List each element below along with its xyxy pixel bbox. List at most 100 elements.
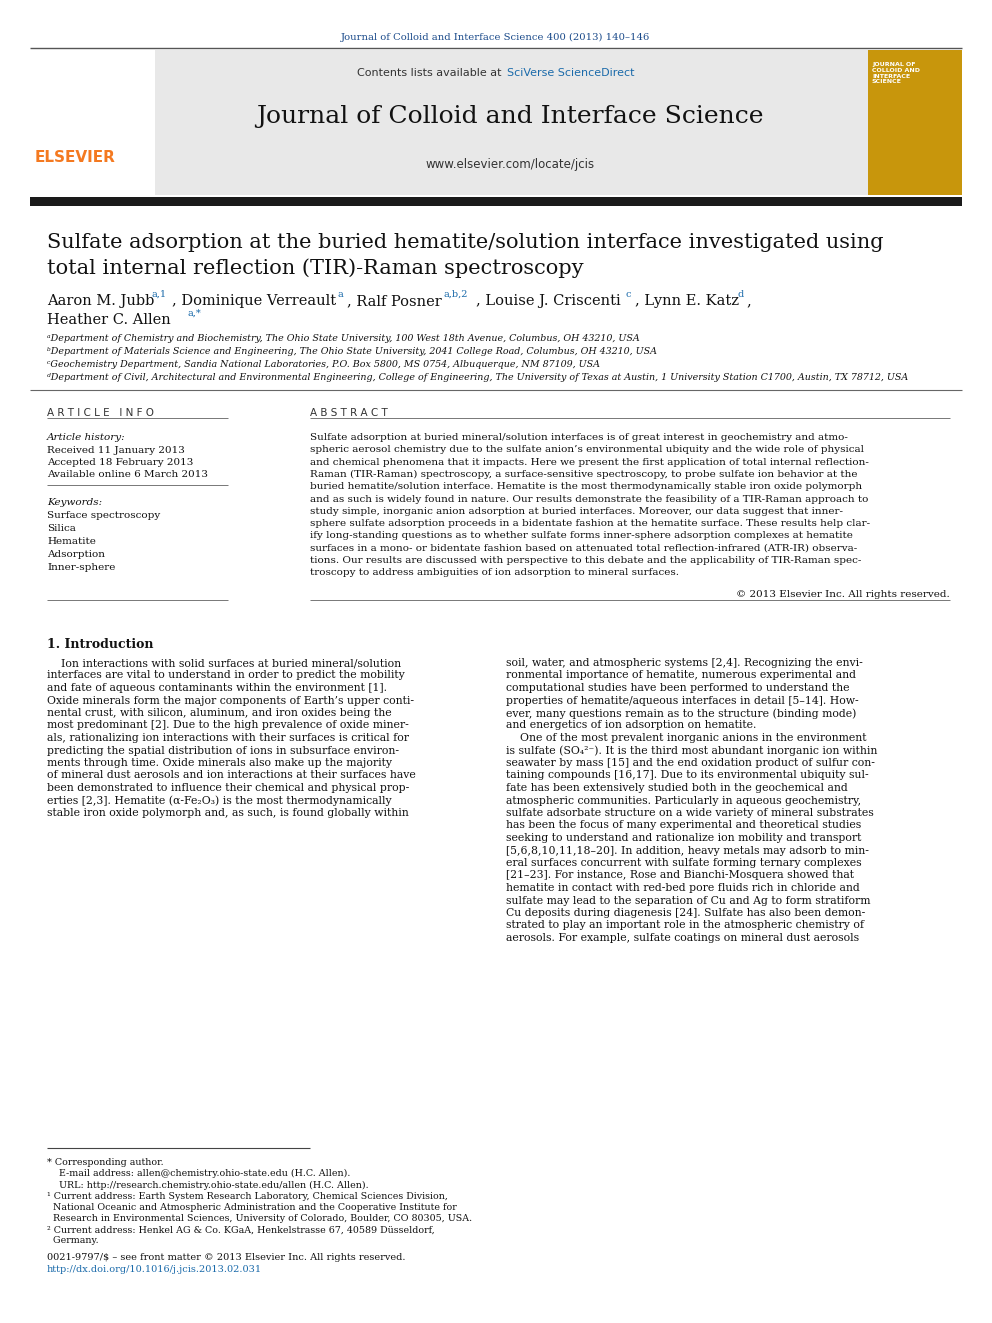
- Text: ronmental importance of hematite, numerous experimental and: ronmental importance of hematite, numero…: [506, 671, 856, 680]
- Text: Keywords:: Keywords:: [47, 497, 102, 507]
- Text: [5,6,8,10,11,18–20]. In addition, heavy metals may adsorb to min-: [5,6,8,10,11,18–20]. In addition, heavy …: [506, 845, 869, 856]
- Text: ¹ Current address: Earth System Research Laboratory, Chemical Sciences Division,: ¹ Current address: Earth System Research…: [47, 1192, 447, 1200]
- Text: ELSEVIER: ELSEVIER: [35, 149, 116, 165]
- Text: E-mail address: allen@chemistry.ohio-state.edu (H.C. Allen).: E-mail address: allen@chemistry.ohio-sta…: [47, 1170, 350, 1179]
- Text: , Louise J. Criscenti: , Louise J. Criscenti: [476, 294, 621, 308]
- Text: SciVerse ScienceDirect: SciVerse ScienceDirect: [507, 67, 635, 78]
- Text: been demonstrated to influence their chemical and physical prop-: been demonstrated to influence their che…: [47, 783, 410, 792]
- Text: troscopy to address ambiguities of ion adsorption to mineral surfaces.: troscopy to address ambiguities of ion a…: [310, 569, 679, 577]
- Text: Germany.: Germany.: [47, 1237, 98, 1245]
- Text: a,b,2: a,b,2: [444, 290, 468, 299]
- Text: soil, water, and atmospheric systems [2,4]. Recognizing the envi-: soil, water, and atmospheric systems [2,…: [506, 658, 863, 668]
- Text: seawater by mass [15] and the end oxidation product of sulfur con-: seawater by mass [15] and the end oxidat…: [506, 758, 875, 767]
- Text: surfaces in a mono- or bidentate fashion based on attenuated total reflection-in: surfaces in a mono- or bidentate fashion…: [310, 544, 857, 553]
- Text: www.elsevier.com/locate/jcis: www.elsevier.com/locate/jcis: [426, 157, 594, 171]
- Text: interfaces are vital to understand in order to predict the mobility: interfaces are vital to understand in or…: [47, 671, 405, 680]
- Text: most predominant [2]. Due to the high prevalence of oxide miner-: most predominant [2]. Due to the high pr…: [47, 721, 409, 730]
- Text: computational studies have been performed to understand the: computational studies have been performe…: [506, 683, 849, 693]
- Text: taining compounds [16,17]. Due to its environmental ubiquity sul-: taining compounds [16,17]. Due to its en…: [506, 770, 869, 781]
- Text: Received 11 January 2013: Received 11 January 2013: [47, 446, 185, 455]
- Text: [21–23]. For instance, Rose and Bianchi-Mosquera showed that: [21–23]. For instance, Rose and Bianchi-…: [506, 871, 854, 881]
- Text: Inner-sphere: Inner-sphere: [47, 564, 115, 572]
- Text: ᵃDepartment of Chemistry and Biochemistry, The Ohio State University, 100 West 1: ᵃDepartment of Chemistry and Biochemistr…: [47, 333, 640, 343]
- Text: http://dx.doi.org/10.1016/j.jcis.2013.02.031: http://dx.doi.org/10.1016/j.jcis.2013.02…: [47, 1265, 262, 1274]
- Bar: [30, 197, 962, 206]
- Text: a: a: [337, 290, 343, 299]
- Text: and as such is widely found in nature. Our results demonstrate the feasibility o: and as such is widely found in nature. O…: [310, 495, 868, 504]
- Text: Heather C. Allen: Heather C. Allen: [47, 314, 171, 327]
- Text: Contents lists available at: Contents lists available at: [357, 67, 505, 78]
- Text: , Dominique Verreault: , Dominique Verreault: [172, 294, 336, 308]
- Text: of mineral dust aerosols and ion interactions at their surfaces have: of mineral dust aerosols and ion interac…: [47, 770, 416, 781]
- Text: Adsorption: Adsorption: [47, 550, 105, 560]
- Text: nental crust, with silicon, aluminum, and iron oxides being the: nental crust, with silicon, aluminum, an…: [47, 708, 392, 718]
- Text: als, rationalizing ion interactions with their surfaces is critical for: als, rationalizing ion interactions with…: [47, 733, 409, 744]
- Text: A R T I C L E   I N F O: A R T I C L E I N F O: [47, 407, 154, 418]
- Text: Silica: Silica: [47, 524, 75, 533]
- Text: Article history:: Article history:: [47, 433, 126, 442]
- Text: is sulfate (SO₄²⁻). It is the third most abundant inorganic ion within: is sulfate (SO₄²⁻). It is the third most…: [506, 745, 877, 755]
- Bar: [155, 50, 868, 194]
- Text: fate has been extensively studied both in the geochemical and: fate has been extensively studied both i…: [506, 783, 848, 792]
- Text: ᵇDepartment of Materials Science and Engineering, The Ohio State University, 204: ᵇDepartment of Materials Science and Eng…: [47, 347, 657, 356]
- Text: tions. Our results are discussed with perspective to this debate and the applica: tions. Our results are discussed with pe…: [310, 556, 861, 565]
- Text: Aaron M. Jubb: Aaron M. Jubb: [47, 294, 155, 308]
- Text: study simple, inorganic anion adsorption at buried interfaces. Moreover, our dat: study simple, inorganic anion adsorption…: [310, 507, 843, 516]
- Text: A B S T R A C T: A B S T R A C T: [310, 407, 388, 418]
- Text: c: c: [626, 290, 632, 299]
- Text: Journal of Colloid and Interface Science: Journal of Colloid and Interface Science: [256, 105, 764, 128]
- Text: stable iron oxide polymorph and, as such, is found globally within: stable iron oxide polymorph and, as such…: [47, 808, 409, 818]
- Text: Journal of Colloid and Interface Science 400 (2013) 140–146: Journal of Colloid and Interface Science…: [341, 33, 651, 42]
- Text: spheric aerosol chemistry due to the sulfate anion’s environmental ubiquity and : spheric aerosol chemistry due to the sul…: [310, 446, 864, 454]
- Text: , Lynn E. Katz: , Lynn E. Katz: [635, 294, 739, 308]
- Text: Cu deposits during diagenesis [24]. Sulfate has also been demon-: Cu deposits during diagenesis [24]. Sulf…: [506, 908, 865, 918]
- Text: buried hematite/solution interface. Hematite is the most thermodynamically stabl: buried hematite/solution interface. Hema…: [310, 482, 862, 491]
- Text: sulfate may lead to the separation of Cu and Ag to form stratiform: sulfate may lead to the separation of Cu…: [506, 896, 871, 905]
- Text: ᵈDepartment of Civil, Architectural and Environmental Engineering, College of En: ᵈDepartment of Civil, Architectural and …: [47, 373, 909, 382]
- Text: * Corresponding author.: * Corresponding author.: [47, 1158, 164, 1167]
- Text: properties of hematite/aqueous interfaces in detail [5–14]. How-: properties of hematite/aqueous interface…: [506, 696, 859, 705]
- Text: Sulfate adsorption at buried mineral/solution interfaces is of great interest in: Sulfate adsorption at buried mineral/sol…: [310, 433, 848, 442]
- Text: Accepted 18 February 2013: Accepted 18 February 2013: [47, 458, 193, 467]
- Text: and chemical phenomena that it impacts. Here we present the first application of: and chemical phenomena that it impacts. …: [310, 458, 869, 467]
- Text: Raman (TIR-Raman) spectroscopy, a surface-sensitive spectroscopy, to probe sulfa: Raman (TIR-Raman) spectroscopy, a surfac…: [310, 470, 857, 479]
- Text: ᶜGeochemistry Department, Sandia National Laboratories, P.O. Box 5800, MS 0754, : ᶜGeochemistry Department, Sandia Nationa…: [47, 360, 600, 369]
- Text: Research in Environmental Sciences, University of Colorado, Boulder, CO 80305, U: Research in Environmental Sciences, Univ…: [47, 1215, 472, 1222]
- Text: 1. Introduction: 1. Introduction: [47, 638, 154, 651]
- Text: Surface spectroscopy: Surface spectroscopy: [47, 511, 161, 520]
- Text: URL: http://research.chemistry.ohio-state.edu/allen (H.C. Allen).: URL: http://research.chemistry.ohio-stat…: [47, 1180, 369, 1189]
- Text: , Ralf Posner: , Ralf Posner: [347, 294, 441, 308]
- Text: sulfate adsorbate structure on a wide variety of mineral substrates: sulfate adsorbate structure on a wide va…: [506, 808, 874, 818]
- Bar: [868, 50, 962, 194]
- Text: Available online 6 March 2013: Available online 6 March 2013: [47, 470, 208, 479]
- Text: erties [2,3]. Hematite (α-Fe₂O₃) is the most thermodynamically: erties [2,3]. Hematite (α-Fe₂O₃) is the …: [47, 795, 392, 806]
- Text: d: d: [737, 290, 743, 299]
- Text: One of the most prevalent inorganic anions in the environment: One of the most prevalent inorganic anio…: [506, 733, 866, 744]
- Text: 0021-9797/$ – see front matter © 2013 Elsevier Inc. All rights reserved.: 0021-9797/$ – see front matter © 2013 El…: [47, 1253, 406, 1262]
- Text: ,: ,: [746, 294, 751, 308]
- Text: has been the focus of many experimental and theoretical studies: has been the focus of many experimental …: [506, 820, 861, 831]
- Bar: [30, 50, 155, 194]
- Text: eral surfaces concurrent with sulfate forming ternary complexes: eral surfaces concurrent with sulfate fo…: [506, 859, 862, 868]
- Text: strated to play an important role in the atmospheric chemistry of: strated to play an important role in the…: [506, 921, 864, 930]
- Text: and fate of aqueous contaminants within the environment [1].: and fate of aqueous contaminants within …: [47, 683, 387, 693]
- Text: JOURNAL OF
COLLOID AND
INTERFACE
SCIENCE: JOURNAL OF COLLOID AND INTERFACE SCIENCE: [872, 62, 920, 85]
- Text: ² Current address: Henkel AG & Co. KGaA, Henkelstrasse 67, 40589 Düsseldorf,: ² Current address: Henkel AG & Co. KGaA,…: [47, 1225, 434, 1234]
- Text: aerosols. For example, sulfate coatings on mineral dust aerosols: aerosols. For example, sulfate coatings …: [506, 933, 859, 943]
- Text: predicting the spatial distribution of ions in subsurface environ-: predicting the spatial distribution of i…: [47, 745, 399, 755]
- Text: hematite in contact with red-bed pore fluids rich in chloride and: hematite in contact with red-bed pore fl…: [506, 882, 860, 893]
- Text: © 2013 Elsevier Inc. All rights reserved.: © 2013 Elsevier Inc. All rights reserved…: [736, 590, 950, 599]
- Text: Ion interactions with solid surfaces at buried mineral/solution: Ion interactions with solid surfaces at …: [47, 658, 401, 668]
- Text: National Oceanic and Atmospheric Administration and the Cooperative Institute fo: National Oceanic and Atmospheric Adminis…: [47, 1203, 456, 1212]
- Text: ments through time. Oxide minerals also make up the majority: ments through time. Oxide minerals also …: [47, 758, 392, 767]
- Text: seeking to understand and rationalize ion mobility and transport: seeking to understand and rationalize io…: [506, 833, 861, 843]
- Text: ever, many questions remain as to the structure (binding mode): ever, many questions remain as to the st…: [506, 708, 856, 718]
- Text: sphere sulfate adsorption proceeds in a bidentate fashion at the hematite surfac: sphere sulfate adsorption proceeds in a …: [310, 519, 870, 528]
- Text: ify long-standing questions as to whether sulfate forms inner-sphere adsorption : ify long-standing questions as to whethe…: [310, 532, 853, 540]
- Text: atmospheric communities. Particularly in aqueous geochemistry,: atmospheric communities. Particularly in…: [506, 795, 861, 806]
- Text: a,1: a,1: [152, 290, 167, 299]
- Text: Hematite: Hematite: [47, 537, 96, 546]
- Text: Oxide minerals form the major components of Earth’s upper conti-: Oxide minerals form the major components…: [47, 696, 414, 705]
- Text: and energetics of ion adsorption on hematite.: and energetics of ion adsorption on hema…: [506, 721, 756, 730]
- Text: total internal reflection (TIR)-Raman spectroscopy: total internal reflection (TIR)-Raman sp…: [47, 258, 583, 278]
